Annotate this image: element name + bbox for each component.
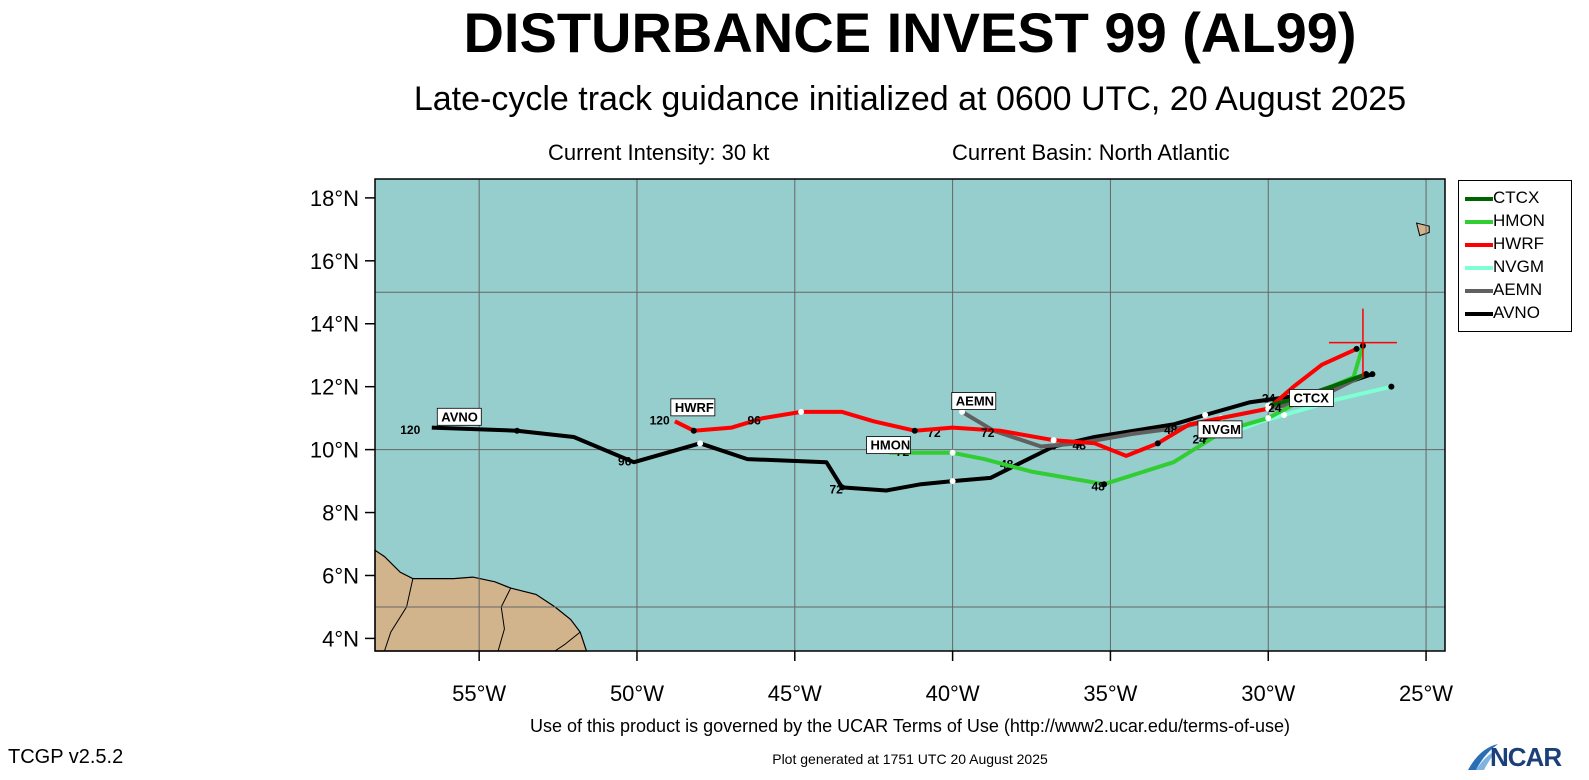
legend-item-avno: AVNO: [1465, 302, 1569, 324]
forecast-hour-label-avno: 120: [400, 423, 420, 437]
forecast-hour-label-hmon: 48: [1091, 480, 1105, 494]
track-name-box-hwrf: [670, 398, 716, 417]
track-point-avno: [949, 478, 956, 485]
track-point-hwrf: [911, 427, 918, 434]
legend-swatch-nvgm: [1465, 266, 1493, 270]
legend-swatch-ctcx: [1465, 197, 1493, 201]
track-name-label-nvgm: NVGM: [1202, 422, 1241, 437]
current-basin: Current Basin: North Atlantic: [952, 140, 1230, 165]
lat-tick-label: 18°N: [310, 186, 359, 211]
track-point-nvgm: [1281, 412, 1288, 418]
track-name-box-avno: [436, 407, 482, 426]
legend-label-hwrf: HWRF: [1493, 234, 1544, 253]
track-point-hwrf: [1154, 440, 1161, 447]
track-name-label-aemn: AEMN: [956, 394, 994, 409]
track-point-hwrf: [690, 427, 697, 434]
border-french-guiana-brazil: [554, 631, 581, 652]
legend-swatch-hwrf: [1465, 243, 1493, 247]
lon-tick-label: 35°W: [1083, 681, 1137, 706]
forecast-hour-label-hwrf: 96: [747, 413, 761, 427]
track-name-box-ctcx: [1289, 389, 1334, 407]
lat-tick-label: 4°N: [322, 626, 359, 651]
legend-label-nvgm: NVGM: [1493, 257, 1544, 276]
track-point-avno: [1202, 412, 1209, 418]
lat-tick-label: 8°N: [322, 501, 359, 526]
lon-tick-label: 45°W: [768, 681, 822, 706]
track-name-label-hwrf: HWRF: [675, 400, 714, 415]
lat-tick-label: 10°N: [310, 438, 359, 463]
track-point-avno: [1369, 371, 1376, 378]
track-name-label-ctcx: CTCX: [1293, 390, 1329, 405]
track-name-label-hmon: HMON: [871, 438, 911, 453]
page-subtitle: Late-cycle track guidance initialized at…: [413, 80, 1407, 118]
legend: CTCX HMON HWRF NVGM AEMN AVNO: [1458, 180, 1572, 332]
page-title: DISTURBANCE INVEST 99 (AL99): [463, 1, 1357, 64]
border-guyana-suriname: [383, 578, 414, 652]
lon-tick-label: 50°W: [610, 681, 664, 706]
plot-generated: Plot generated at 1751 UTC 20 August 202…: [772, 751, 1048, 767]
forecast-hour-label-ctcx: 24: [1268, 401, 1282, 415]
track-point-hwrf: [798, 408, 805, 415]
legend-item-aemn: AEMN: [1465, 279, 1569, 301]
lon-tick-label: 55°W: [452, 681, 506, 706]
legend-item-ctcx: CTCX: [1465, 187, 1569, 209]
legend-swatch-avno: [1465, 312, 1493, 316]
legend-item-nvgm: NVGM: [1465, 256, 1569, 278]
legend-label-avno: AVNO: [1493, 303, 1540, 322]
legend-swatch-hmon: [1465, 220, 1493, 224]
track-point-hwrf: [1353, 345, 1360, 352]
lat-tick-label: 6°N: [322, 563, 359, 588]
forecast-hour-label-hwrf: 120: [650, 413, 670, 427]
lat-tick-label: 12°N: [310, 375, 359, 400]
track-point-hmon: [949, 449, 956, 456]
track-point-aemn: [959, 408, 966, 415]
track-point-hmon: [1101, 481, 1108, 488]
lat-tick-label: 14°N: [310, 312, 359, 337]
forecast-hour-label-avno: 72: [830, 483, 844, 497]
track-name-box-aemn: [951, 392, 997, 410]
ocean-background: [375, 179, 1445, 651]
lat-tick-label: 16°N: [310, 249, 359, 274]
track-name-box-hmon: [866, 436, 911, 455]
version-label: TCGP v2.5.2: [8, 746, 124, 768]
track-point-hmon: [1265, 415, 1272, 422]
legend-item-hwrf: HWRF: [1465, 233, 1569, 255]
lon-tick-label: 40°W: [926, 681, 980, 706]
track-point-avno: [697, 440, 704, 447]
ncar-logo-text: NCAR: [1490, 742, 1562, 772]
legend-item-hmon: HMON: [1465, 210, 1569, 232]
forecast-hour-label-hwrf: 72: [981, 426, 995, 440]
current-intensity: Current Intensity: 30 kt: [548, 140, 770, 165]
border-suriname-french-guiana: [497, 587, 512, 652]
plot-frame: [374, 178, 1446, 652]
lon-tick-label: 30°W: [1241, 681, 1295, 706]
track-point-ctcx: [1363, 371, 1370, 378]
forecast-hour-label-avno: 24: [1262, 391, 1276, 405]
track-hwrf: [674, 347, 1358, 458]
legend-label-ctcx: CTCX: [1493, 188, 1540, 207]
legend-label-aemn: AEMN: [1493, 280, 1543, 299]
track-point-avno: [839, 484, 846, 491]
terms-of-use: Use of this product is governed by the U…: [530, 716, 1290, 736]
track-name-label-avno: AVNO: [441, 409, 478, 424]
track-name-box-nvgm: [1197, 420, 1243, 439]
track-point-avno: [514, 427, 521, 434]
south-america-land: [374, 549, 588, 652]
track-point-ctcx: [1265, 402, 1272, 409]
lon-tick-label: 25°W: [1399, 681, 1453, 706]
legend-swatch-aemn: [1465, 289, 1493, 293]
track-point-hwrf: [1050, 437, 1057, 444]
track-avno: [431, 372, 1374, 493]
ncar-logo-icon: [1468, 744, 1498, 770]
forecast-hour-label-avno: 96: [618, 454, 632, 468]
legend-label-hmon: HMON: [1493, 211, 1545, 230]
track-point-nvgm: [1388, 383, 1395, 390]
